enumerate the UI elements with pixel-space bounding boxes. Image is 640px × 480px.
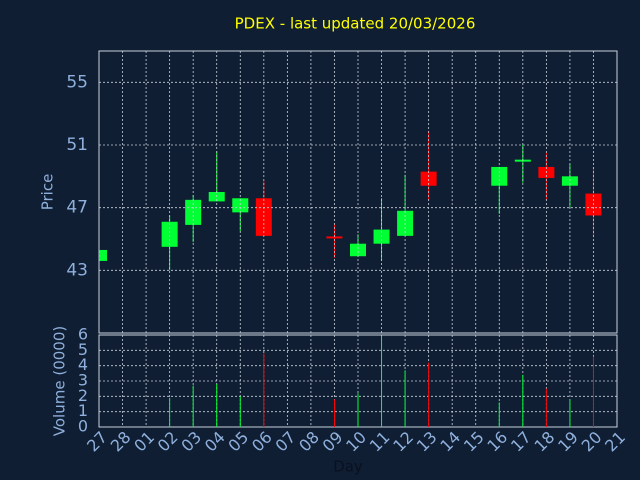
x-axis-label: Day: [333, 458, 363, 476]
candle-body: [161, 221, 178, 247]
candle-body: [561, 176, 578, 186]
candle-body: [326, 236, 343, 239]
candle-body: [350, 243, 366, 257]
volume-tick-label: 1: [78, 401, 88, 420]
y-tick-label: 51: [66, 135, 88, 155]
x-tick-label: 21: [601, 428, 629, 456]
volume-axis-label: Volume (0000): [51, 326, 69, 436]
y-tick-label: 55: [66, 72, 88, 92]
volume-tick-label: 6: [78, 325, 88, 344]
y-tick-label: 47: [66, 198, 88, 218]
candle-body: [420, 171, 437, 186]
y-tick-label: 43: [66, 260, 88, 280]
volume-tick-label: 3: [78, 371, 88, 390]
volume-tick-label: 2: [78, 386, 88, 405]
y-axis-label: Price: [39, 174, 57, 211]
volume-tick-label: 4: [78, 355, 88, 374]
candle-body: [232, 198, 249, 213]
candles: [99, 130, 602, 271]
volume-tick-label: 0: [78, 417, 88, 436]
candle-body: [99, 249, 107, 261]
volume-tick-label: 5: [78, 340, 88, 359]
chart-title: PDEX - last updated 20/03/2026: [235, 15, 476, 33]
